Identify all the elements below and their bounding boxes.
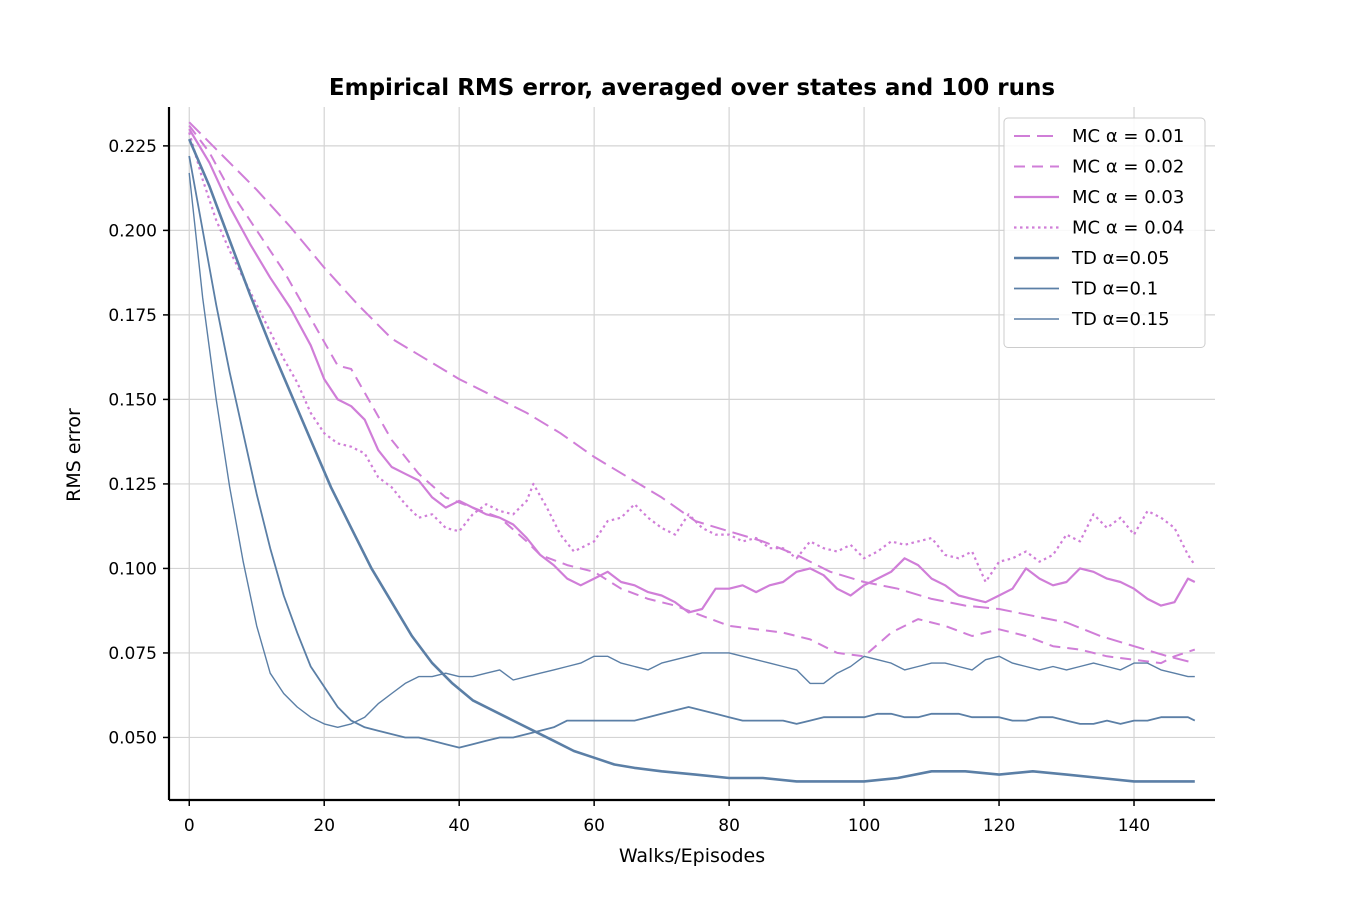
x-tick-label: 120 [983, 816, 1015, 836]
chart-title: Empirical RMS error, averaged over state… [329, 75, 1055, 101]
y-tick-label: 0.175 [108, 306, 157, 326]
x-tick-label: 80 [718, 816, 740, 836]
x-tick-label: 40 [448, 816, 470, 836]
x-tick-label: 20 [313, 816, 335, 836]
legend-box [1003, 117, 1206, 348]
y-tick-label: 0.100 [108, 559, 157, 579]
x-tick-label: 0 [184, 816, 195, 836]
series-line-2 [188, 128, 1196, 614]
x-tick-label: 140 [1118, 816, 1150, 836]
legend-label: MC α = 0.04 [1072, 218, 1184, 239]
y-tick-label: 0.150 [108, 390, 157, 410]
series-line-5 [188, 155, 1196, 749]
y-tick-label: 0.125 [108, 475, 157, 495]
y-tick-label: 0.200 [108, 221, 157, 241]
legend-label: MC α = 0.03 [1072, 187, 1184, 208]
series-line-4 [188, 138, 1195, 783]
legend-label: MC α = 0.01 [1072, 126, 1184, 147]
series-line-0 [188, 121, 1196, 665]
legend-label: MC α = 0.02 [1072, 157, 1184, 178]
y-tick-label: 0.075 [108, 644, 157, 664]
y-tick-label: 0.225 [108, 137, 157, 157]
y-axis-label: RMS error [63, 408, 85, 502]
legend: MC α = 0.01 MC α = 0.02 MC α = 0.03 MC α = … [1003, 117, 1206, 348]
plot-lines [188, 121, 1196, 783]
series-line-1 [188, 124, 1196, 665]
x-axis-label: Walks/Episodes [619, 845, 765, 867]
legend-label: TD α=0.1 [1071, 279, 1158, 300]
tick-labels: 0 20 40 60 80 100 120 140 0.050 0.075 0.100 0.125 0.… [108, 137, 1150, 836]
x-tick-label: 100 [848, 816, 880, 836]
legend-label: TD α=0.05 [1071, 248, 1170, 269]
x-tick-label: 60 [583, 816, 605, 836]
legend-label: TD α=0.15 [1071, 309, 1170, 330]
y-tick-label: 0.050 [108, 728, 157, 748]
series-line-6 [188, 172, 1195, 728]
axes [163, 107, 1215, 806]
